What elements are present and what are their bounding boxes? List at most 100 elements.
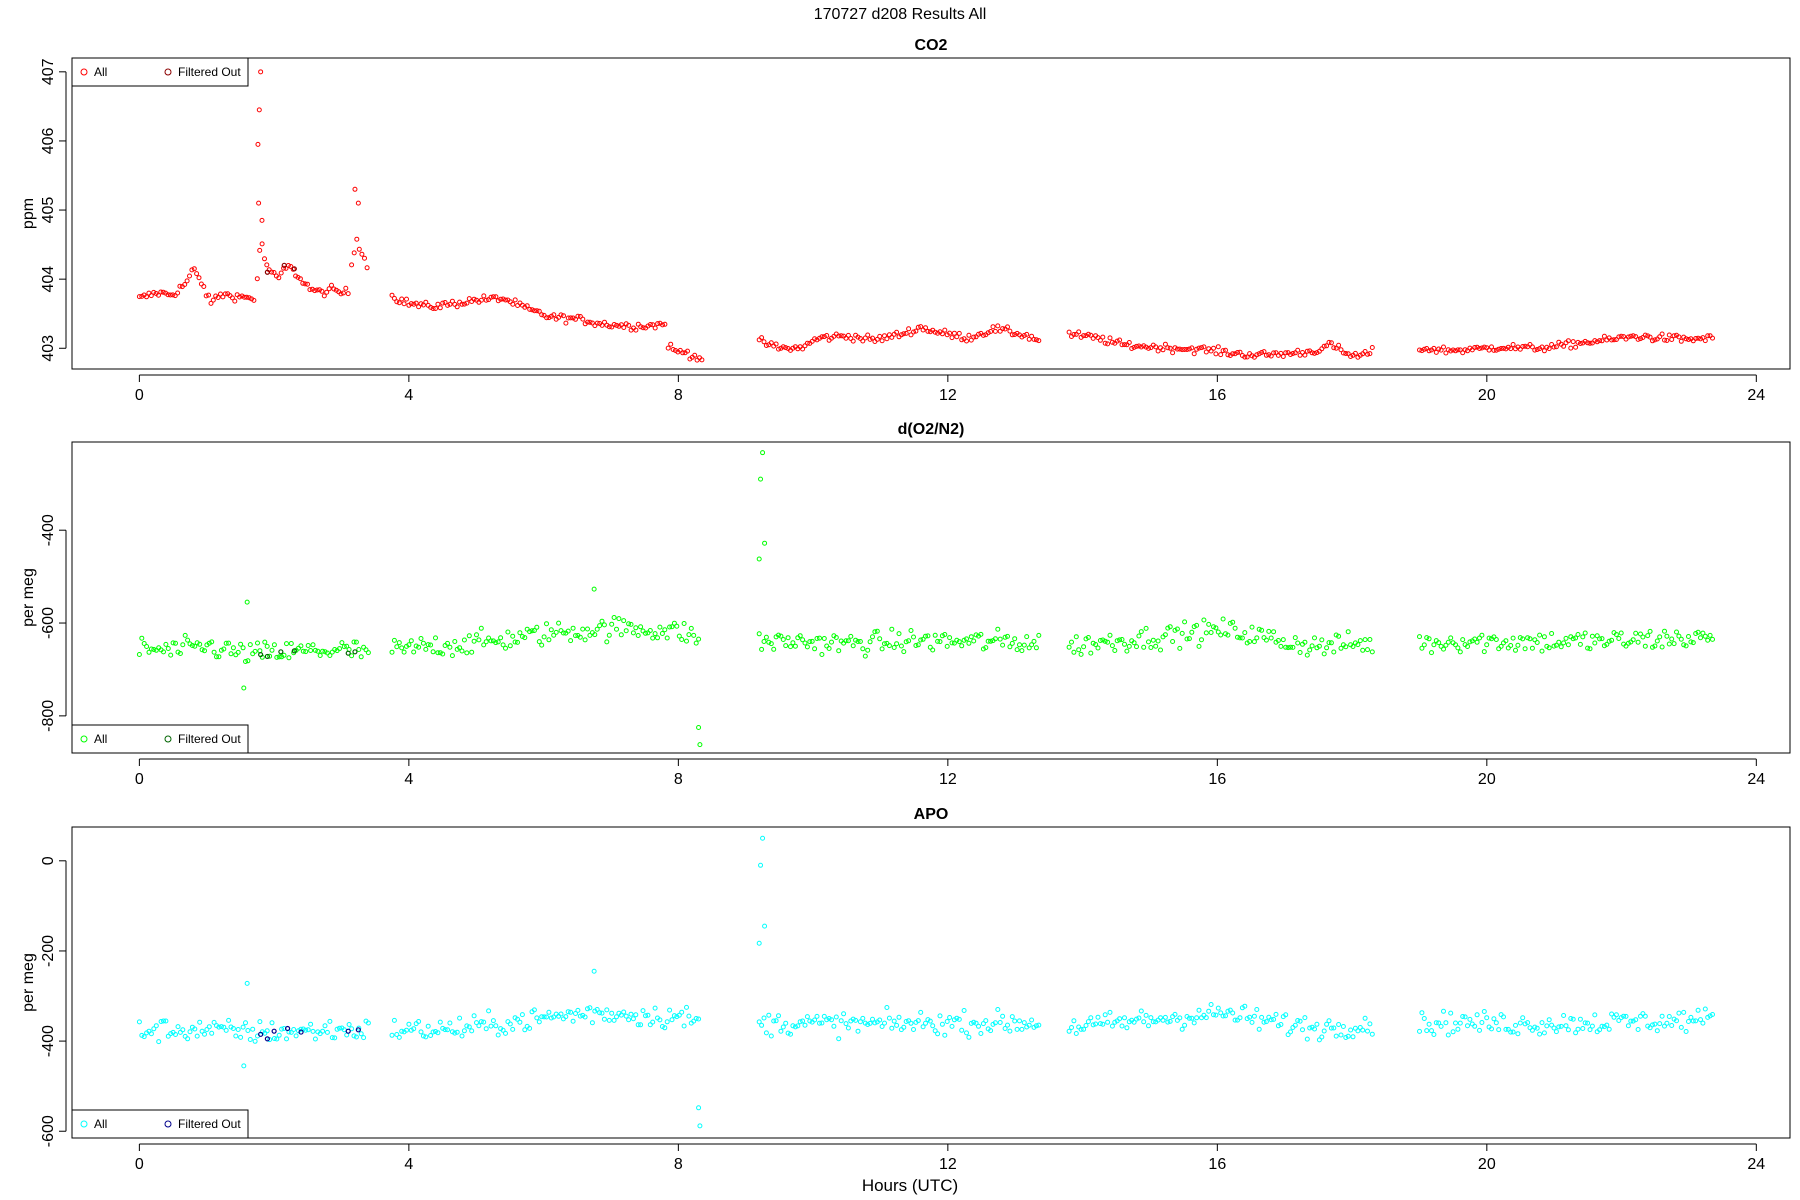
data-point xyxy=(804,644,810,650)
data-point xyxy=(1002,634,1008,640)
data-point xyxy=(761,1015,767,1021)
data-point xyxy=(1345,351,1351,357)
y-tick-label: 407 xyxy=(40,58,57,85)
data-point xyxy=(773,1018,779,1024)
data-point xyxy=(1587,646,1593,652)
data-point xyxy=(1419,645,1425,651)
data-point xyxy=(1630,637,1636,643)
data-point xyxy=(1577,1016,1583,1022)
data-point xyxy=(483,297,489,303)
data-point xyxy=(1465,1023,1470,1029)
data-point xyxy=(1184,347,1190,352)
data-point xyxy=(483,639,489,645)
data-point xyxy=(553,629,559,635)
data-point xyxy=(867,639,873,645)
plot-frame xyxy=(71,441,1791,754)
data-point xyxy=(1017,1018,1022,1024)
data-point xyxy=(507,643,513,649)
data-point xyxy=(396,640,402,646)
data-point xyxy=(1090,640,1096,646)
data-point xyxy=(1105,1019,1111,1025)
data-point xyxy=(471,1013,477,1019)
data-point xyxy=(481,642,487,648)
data-point xyxy=(1100,1021,1106,1027)
data-point xyxy=(464,650,470,656)
data-point xyxy=(1117,1016,1123,1022)
data-point xyxy=(582,637,588,643)
data-point xyxy=(539,312,545,318)
data-point xyxy=(1594,633,1600,639)
data-point xyxy=(1254,352,1260,358)
data-point xyxy=(1700,1020,1706,1026)
data-point xyxy=(630,1016,636,1022)
data-point xyxy=(1345,629,1351,635)
data-point xyxy=(1302,352,1308,358)
data-point xyxy=(669,624,675,630)
data-point xyxy=(925,328,931,334)
data-point xyxy=(1460,350,1466,356)
data-point xyxy=(1340,350,1346,356)
data-point xyxy=(218,647,224,653)
data-point xyxy=(812,1017,818,1023)
data-point xyxy=(1674,1018,1679,1024)
data-point xyxy=(235,649,241,655)
data-point xyxy=(278,270,284,276)
data-point xyxy=(1085,1019,1091,1025)
data-point xyxy=(1510,635,1516,641)
data-point xyxy=(1558,644,1564,650)
data-point xyxy=(1647,628,1653,634)
data-point xyxy=(1297,1018,1303,1024)
data-point xyxy=(1196,1007,1202,1013)
data-point xyxy=(1678,1024,1684,1030)
data-point xyxy=(1076,329,1082,335)
data-point xyxy=(691,632,697,638)
data-point xyxy=(1429,650,1434,656)
data-point xyxy=(1587,1027,1593,1033)
data-point xyxy=(471,638,477,644)
data-point xyxy=(1237,1015,1243,1021)
data-point xyxy=(363,647,369,653)
data-point xyxy=(269,1020,275,1026)
data-point xyxy=(778,1028,784,1034)
data-point xyxy=(561,313,566,319)
data-point xyxy=(1134,343,1139,349)
data-point xyxy=(519,634,525,639)
data-point xyxy=(539,642,545,648)
data-point xyxy=(628,1011,634,1017)
data-point xyxy=(230,645,236,651)
data-point xyxy=(570,1018,576,1024)
data-point xyxy=(175,290,181,296)
data-point xyxy=(1285,1032,1291,1038)
y-axis-label: per meg xyxy=(20,953,37,1012)
data-point xyxy=(1477,635,1482,641)
data-point xyxy=(558,1011,564,1017)
data-point xyxy=(1186,346,1192,352)
data-point xyxy=(209,1030,215,1036)
data-point xyxy=(1676,334,1682,340)
data-point xyxy=(1122,342,1127,348)
data-point xyxy=(1360,1027,1366,1033)
data-point xyxy=(1182,1022,1188,1028)
data-point xyxy=(932,1028,938,1034)
data-point xyxy=(1693,631,1699,636)
data-point xyxy=(1009,1014,1015,1020)
data-point xyxy=(1606,638,1612,644)
data-point xyxy=(1107,632,1113,638)
data-point xyxy=(1616,636,1622,641)
data-point xyxy=(1336,633,1342,639)
data-point xyxy=(918,324,924,330)
data-point xyxy=(592,632,598,638)
data-point xyxy=(232,298,238,304)
data-point xyxy=(168,1031,174,1037)
data-point xyxy=(1162,632,1168,638)
data-point xyxy=(1271,629,1277,635)
data-point xyxy=(170,292,176,298)
x-tick-label: 8 xyxy=(674,771,683,788)
data-point xyxy=(855,639,861,644)
data-point xyxy=(959,337,965,343)
data-point xyxy=(481,1019,487,1025)
data-point xyxy=(1599,1023,1605,1029)
data-point xyxy=(1266,628,1272,634)
data-point xyxy=(229,295,235,301)
data-point xyxy=(1360,647,1366,653)
